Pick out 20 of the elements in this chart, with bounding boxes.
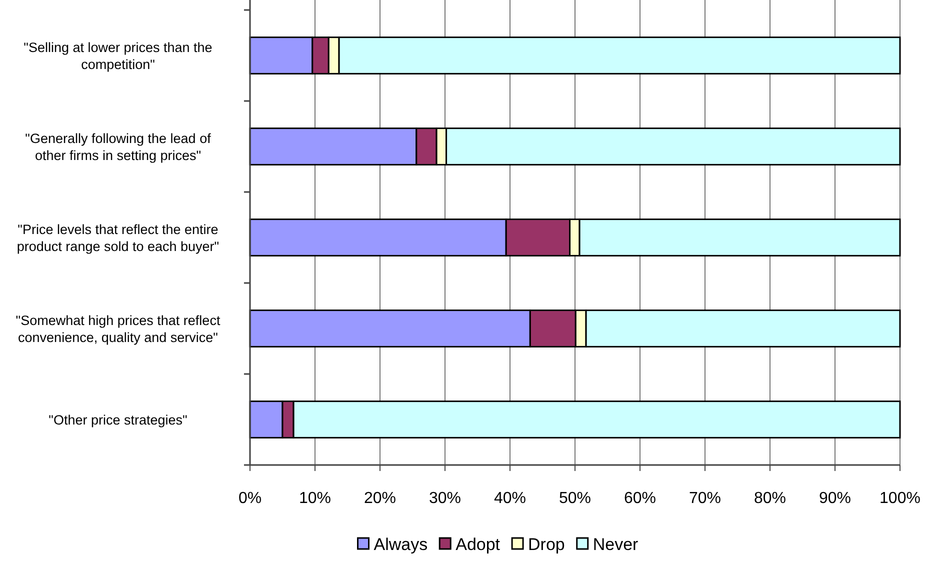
x-tick-label: 60%	[624, 490, 656, 507]
legend-label: Adopt	[456, 535, 500, 554]
x-tick-label: 100%	[880, 490, 920, 507]
x-tick-label: 20%	[364, 490, 396, 507]
x-tick-label: 50%	[558, 490, 592, 507]
legend-label: Always	[374, 535, 428, 554]
x-tick-label: 70%	[688, 490, 722, 507]
x-tick-label: 80%	[754, 490, 786, 507]
x-tick-label: 0%	[238, 490, 262, 507]
x-tick-label: 30%	[428, 490, 462, 507]
y-tick-label: "Somewhat high prices that reflect convenience, quality and service"	[16, 313, 220, 345]
y-tick-label: "Other price strategies"	[48, 412, 188, 428]
y-tick-label: "Generally following the lead of other firms in setting prices"	[25, 131, 212, 163]
x-tick-label: 10%	[298, 490, 332, 507]
x-tick-label: 40%	[494, 490, 526, 507]
y-tick-label: "Selling at lower prices than the competition"	[24, 40, 212, 72]
y-tick-label: "Price levels that reflect the entire product range sold to each buyer"	[16, 222, 220, 254]
x-tick-label: 90%	[818, 490, 852, 507]
legend-label: Drop	[528, 535, 565, 554]
legend-label: Never	[592, 535, 639, 554]
